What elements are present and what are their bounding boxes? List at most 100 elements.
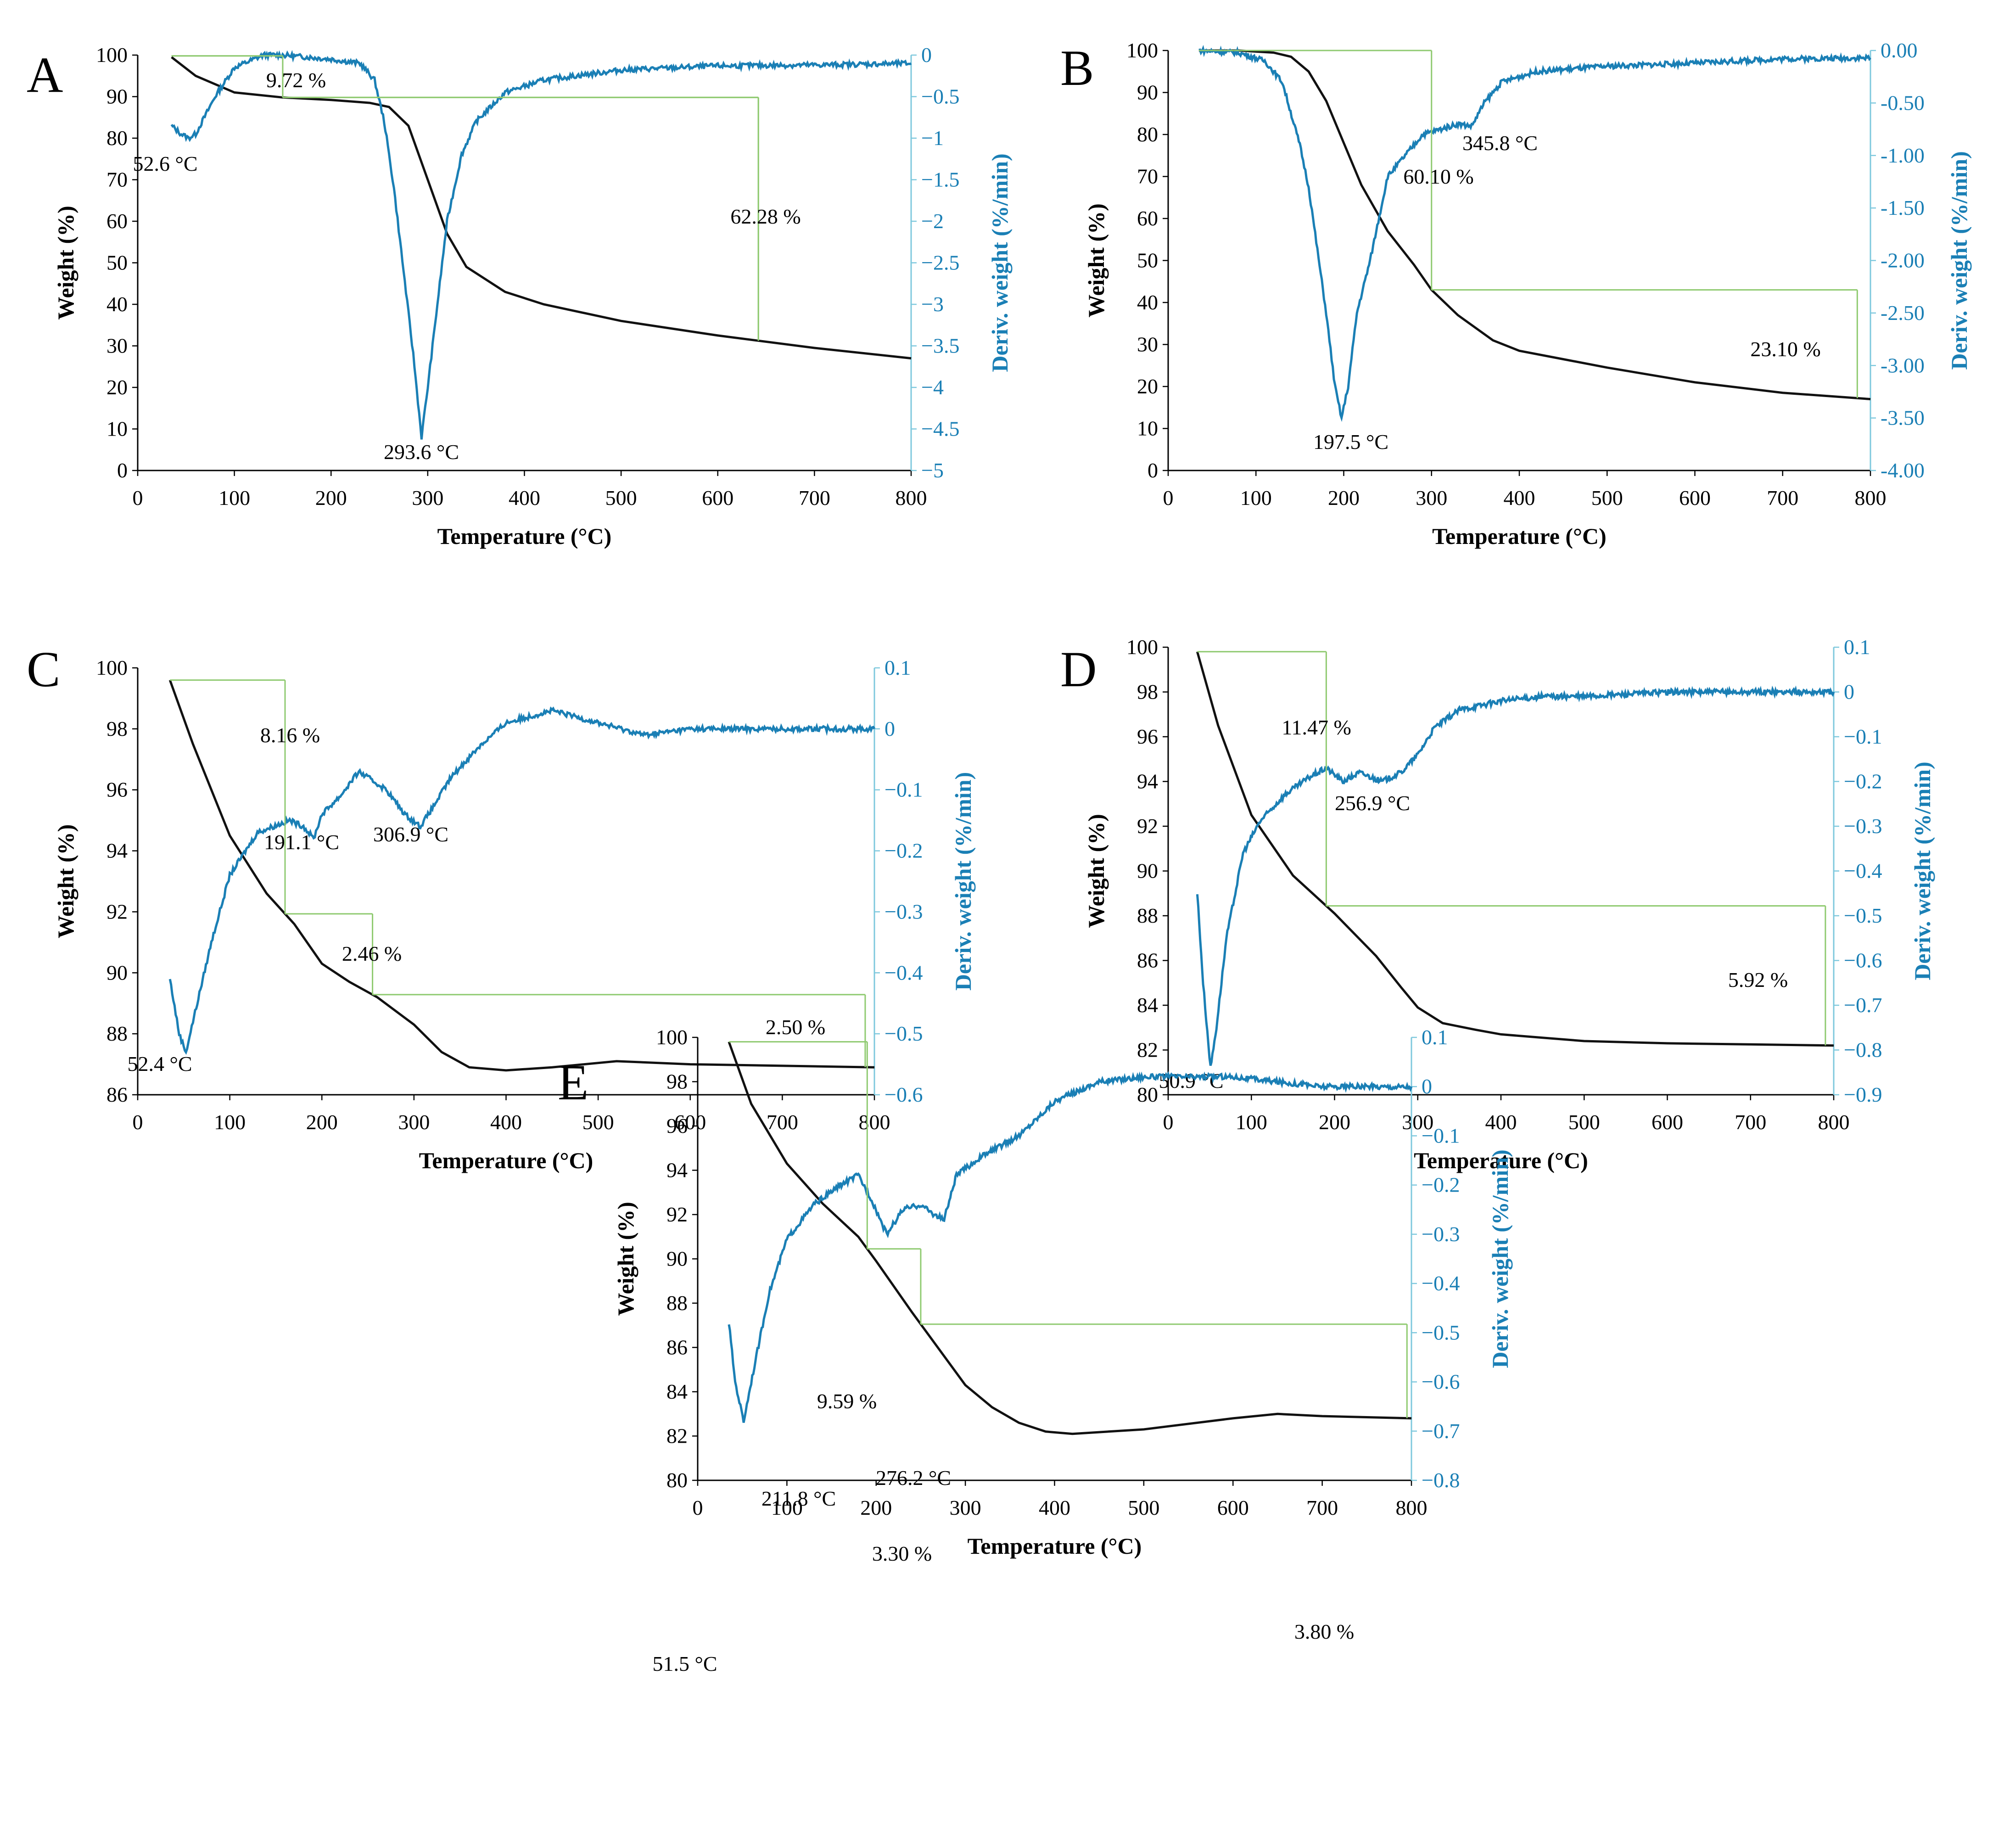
x-tick-label: 100 xyxy=(214,1110,246,1134)
x-tick-label: 400 xyxy=(490,1110,522,1134)
y-tick-label: 30 xyxy=(106,334,128,358)
y2-tick-label: −0.5 xyxy=(1422,1321,1460,1344)
y2-tick-label: −4.5 xyxy=(921,417,959,441)
mass-loss-label: 23.10 % xyxy=(1750,337,1820,361)
peak-temperature-label: 52.6 °C xyxy=(133,152,197,175)
peak-temperature-label: 211.8 °C xyxy=(761,1487,836,1510)
y-tick-label: 90 xyxy=(1137,859,1158,883)
y2-tick-label: −1 xyxy=(921,126,944,150)
y-tick-label: 20 xyxy=(1137,375,1158,398)
y-tick-label: 98 xyxy=(1137,680,1158,704)
y2-axis-label: Deriv. weight (%/min) xyxy=(987,153,1013,372)
x-tick-label: 100 xyxy=(1236,1110,1267,1134)
y-axis-label: Weight (%) xyxy=(53,206,78,320)
x-tick-label: 200 xyxy=(1319,1110,1350,1134)
y-tick-label: 80 xyxy=(1137,123,1158,146)
panel-d: D 0 100 200 300 400 500 600 700 800 80 82 84 86 88 90 92… xyxy=(1060,635,1935,1173)
y2-tick-label: -4.00 xyxy=(1881,459,1925,482)
x-tick-label: 500 xyxy=(1591,486,1623,510)
x-tick-label: 500 xyxy=(605,486,637,510)
weight-series xyxy=(1196,651,1834,1047)
peak-temperature-label: 293.6 °C xyxy=(384,440,459,464)
y2-axis-label: Deriv. weight (%/min) xyxy=(1946,151,1972,370)
x-tick-label: 600 xyxy=(702,486,733,510)
peak-temperature-label: 345.8 °C xyxy=(1462,131,1538,155)
y-tick-label: 88 xyxy=(666,1291,688,1315)
y2-tick-label: −0.6 xyxy=(885,1083,923,1106)
x-tick-label: 800 xyxy=(1855,486,1887,510)
y-tick-label: 50 xyxy=(106,251,128,274)
mass-loss-label: 60.10 % xyxy=(1403,165,1473,188)
deriv-weight-series xyxy=(170,50,912,440)
x-tick-label: 200 xyxy=(315,486,347,510)
x-axis-label: Temperature (°C) xyxy=(968,1533,1142,1559)
weight-series xyxy=(728,1041,1412,1435)
x-tick-label: 800 xyxy=(859,1110,890,1134)
x-axis-label: Temperature (°C) xyxy=(437,523,612,549)
y2-tick-label: -2.50 xyxy=(1881,301,1925,325)
peak-temperature-label: 306.9 °C xyxy=(373,823,448,846)
x-axis-label: Temperature (°C) xyxy=(1432,523,1607,549)
y-tick-label: 30 xyxy=(1137,333,1158,356)
y2-tick-label: −0.2 xyxy=(885,839,923,862)
y2-tick-label: −2 xyxy=(921,209,944,233)
y-tick-label: 20 xyxy=(106,375,128,399)
x-tick-label: 400 xyxy=(1485,1110,1517,1134)
y2-tick-label: 0.1 xyxy=(1844,635,1870,659)
x-tick-label: 500 xyxy=(1128,1496,1159,1519)
y-tick-label: 50 xyxy=(1137,249,1158,272)
x-tick-label: 600 xyxy=(1217,1496,1249,1519)
y2-tick-label: −0.7 xyxy=(1844,993,1882,1017)
x-axis-label: Temperature (°C) xyxy=(1414,1148,1588,1173)
y2-tick-label: 0.1 xyxy=(885,656,911,679)
x-tick-label: 300 xyxy=(398,1110,430,1134)
x-tick-label: 800 xyxy=(1818,1110,1850,1134)
y2-tick-label: −0.4 xyxy=(1844,859,1882,883)
y2-tick-label: −3.5 xyxy=(921,334,959,358)
y-tick-label: 80 xyxy=(1137,1083,1158,1106)
y-tick-label: 96 xyxy=(1137,725,1158,748)
y2-tick-label: −2.5 xyxy=(921,251,959,274)
x-tick-label: 200 xyxy=(1328,486,1360,510)
x-tick-label: 0 xyxy=(693,1496,703,1519)
mass-loss-label: 2.46 % xyxy=(342,942,402,965)
y2-tick-label: −0.4 xyxy=(885,961,923,984)
x-tick-label: 700 xyxy=(1767,486,1798,510)
y2-tick-label: −0.6 xyxy=(1844,949,1882,972)
y2-tick-label: −0.7 xyxy=(1422,1419,1460,1443)
y2-tick-label: −0.2 xyxy=(1422,1173,1460,1197)
mass-loss-label: 62.28 % xyxy=(730,205,801,228)
y-tick-label: 40 xyxy=(1137,291,1158,314)
y2-axis-label: Deriv. weight (%/min) xyxy=(1487,1149,1513,1368)
x-tick-label: 800 xyxy=(1396,1496,1428,1519)
y2-tick-label: −0.2 xyxy=(1844,770,1882,793)
y2-tick-label: −0.4 xyxy=(1422,1271,1460,1295)
y2-tick-label: −0.3 xyxy=(885,900,923,923)
peak-temperature-label: 256.9 °C xyxy=(1335,791,1410,815)
mass-loss-label: 3.30 % xyxy=(872,1542,932,1565)
mass-loss-label: 8.16 % xyxy=(260,723,320,747)
y-tick-label: 40 xyxy=(106,292,128,316)
y2-tick-label: −0.3 xyxy=(1844,814,1882,838)
y-tick-label: 94 xyxy=(666,1159,688,1182)
panel-letter: B xyxy=(1060,40,1094,96)
x-tick-label: 0 xyxy=(1163,1110,1174,1134)
peak-temperature-label: 51.5 °C xyxy=(652,1652,717,1675)
y2-tick-label: −3 xyxy=(921,292,944,316)
x-tick-label: 400 xyxy=(1504,486,1535,510)
y2-tick-label: −0.6 xyxy=(1422,1370,1460,1394)
y2-tick-label: −0.5 xyxy=(885,1022,923,1045)
y-tick-label: 100 xyxy=(1126,39,1158,62)
y-axis-label: Weight (%) xyxy=(53,824,78,939)
peak-temperature-label: 52.4 °C xyxy=(127,1052,192,1075)
y-tick-label: 70 xyxy=(1137,165,1158,188)
y2-tick-label: −0.5 xyxy=(921,85,959,108)
mass-loss-label: 2.50 % xyxy=(766,1015,825,1039)
y-tick-label: 98 xyxy=(106,717,128,740)
y-tick-label: 100 xyxy=(656,1025,688,1049)
x-tick-label: 800 xyxy=(896,486,927,510)
deriv-weight-series xyxy=(728,1071,1413,1423)
x-tick-label: 0 xyxy=(1163,486,1174,510)
peak-temperature-label: 197.5 °C xyxy=(1313,430,1388,454)
